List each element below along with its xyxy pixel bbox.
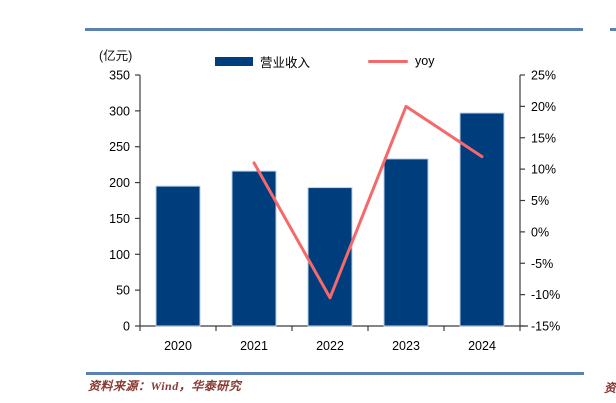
yoy-line: [252, 104, 484, 300]
right-tick-label: -10%: [531, 288, 560, 302]
x-tick-label: 2022: [316, 339, 344, 353]
left-tick-label: 350: [109, 69, 130, 83]
left-tick-label: 100: [109, 248, 130, 262]
right-tick-label: 10%: [531, 163, 556, 177]
right-tick-label: 0%: [531, 225, 549, 239]
left-tick-label: 50: [116, 284, 130, 298]
right-tick-label: 25%: [531, 69, 556, 83]
right-tick-label: -15%: [531, 320, 560, 334]
x-tick-label: 2023: [392, 339, 420, 353]
x-tick-label: 2020: [164, 339, 192, 353]
axis-unit-label: (亿元): [99, 49, 133, 63]
left-tick-label: 300: [109, 104, 130, 118]
left-tick-label: 250: [109, 140, 130, 154]
x-tick-label: 2021: [240, 339, 268, 353]
revenue-legend-label: 营业收入: [260, 55, 311, 70]
top-divider: [85, 28, 583, 31]
top-divider-fragment: [610, 28, 616, 31]
left-tick-label: 0: [123, 320, 130, 334]
left-tick-label: 150: [109, 212, 130, 226]
right-tick-label: 5%: [531, 194, 549, 208]
revenue-legend-swatch: [215, 56, 253, 66]
bottom-divider: [86, 372, 584, 375]
yoy-legend-label: yoy: [415, 54, 435, 68]
source-note: 资料来源：Wind，华泰研究: [88, 379, 242, 393]
revenue-bar-2021: [231, 170, 277, 327]
chart-legend: 营业收入 yoy: [215, 53, 435, 70]
adjacent-column-fragment: 资: [604, 381, 616, 395]
revenue-bar-2023: [383, 158, 429, 327]
right-tick-label: 15%: [531, 131, 556, 145]
right-tick-label: 20%: [531, 100, 556, 114]
right-tick-label: -5%: [531, 257, 553, 271]
left-tick-label: 200: [109, 176, 130, 190]
x-tick-label: 2024: [468, 339, 496, 353]
revenue-bar-2020: [155, 185, 201, 327]
yoy-legend-swatch: [368, 59, 409, 63]
